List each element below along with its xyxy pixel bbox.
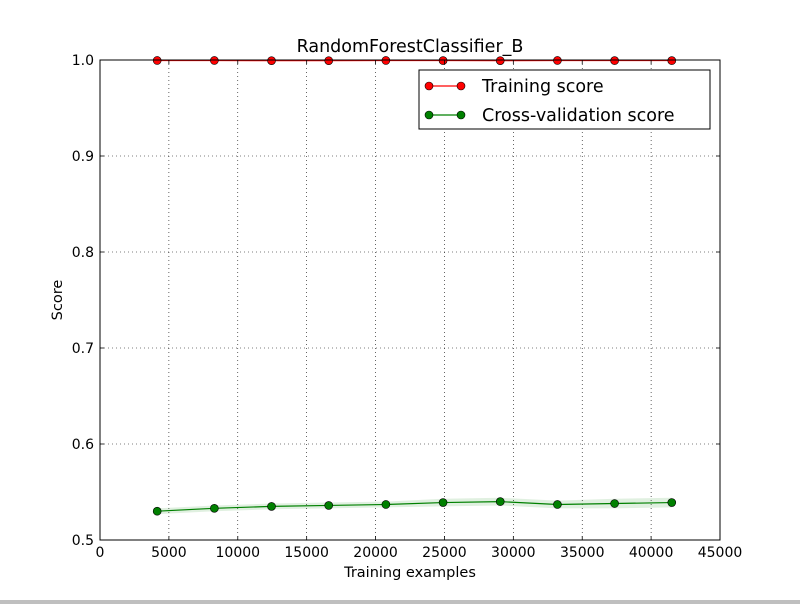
x-tick-label: 10000 — [216, 545, 261, 561]
y-tick-label: 1.0 — [72, 53, 94, 69]
y-tick-label: 0.9 — [72, 149, 94, 165]
x-axis-label: Training examples — [343, 565, 476, 581]
legend-marker — [425, 82, 433, 90]
y-axis-label: Score — [50, 280, 66, 321]
x-tick-label: 0 — [96, 545, 105, 561]
data-point — [325, 57, 333, 65]
chart-title: RandomForestClassifier_B — [297, 37, 524, 57]
legend-label: Cross-validation score — [482, 106, 675, 126]
y-tick-label: 0.6 — [72, 437, 94, 453]
x-tick-label: 25000 — [422, 545, 467, 561]
x-tick-label: 35000 — [560, 545, 605, 561]
data-point — [325, 501, 333, 509]
data-point — [668, 499, 676, 507]
data-point — [382, 500, 390, 508]
legend: Training score Cross-validation score — [419, 70, 710, 129]
x-tick-label: 20000 — [353, 545, 398, 561]
data-point — [268, 502, 276, 510]
plot-area: 0 5000 10000 15000 20000 25000 30000 35000 40000… — [72, 53, 743, 561]
data-point — [439, 499, 447, 507]
legend-marker — [457, 82, 465, 90]
legend-label: Training score — [481, 77, 604, 97]
x-tick-label: 45000 — [698, 545, 743, 561]
x-tick-label: 30000 — [491, 545, 536, 561]
data-point — [611, 57, 619, 65]
data-point — [153, 507, 161, 515]
data-point — [496, 57, 504, 65]
y-tick-label: 0.5 — [72, 533, 94, 549]
data-point — [268, 57, 276, 65]
legend-marker — [457, 111, 465, 119]
data-point — [439, 57, 447, 65]
data-point — [210, 504, 218, 512]
x-tick-label: 15000 — [284, 545, 329, 561]
x-tick-label: 5000 — [151, 545, 187, 561]
legend-marker — [425, 111, 433, 119]
data-point — [611, 500, 619, 508]
data-point — [553, 500, 561, 508]
y-tick-label: 0.8 — [72, 245, 94, 261]
y-tick-label: 0.7 — [72, 341, 94, 357]
data-point — [668, 57, 676, 65]
data-point — [496, 498, 504, 506]
plot-background — [100, 60, 720, 540]
x-tick-label: 40000 — [629, 545, 674, 561]
